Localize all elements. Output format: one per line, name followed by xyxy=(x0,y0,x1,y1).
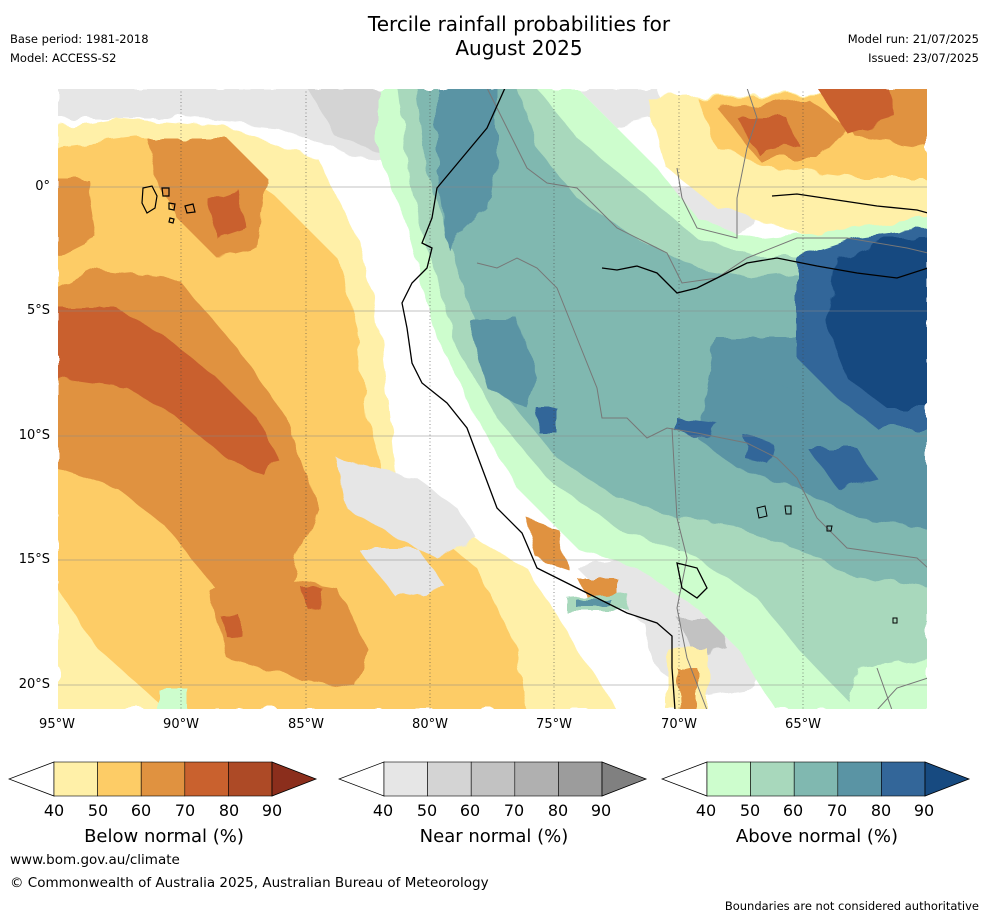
country-boundaries xyxy=(476,88,928,710)
below-tick: 40 xyxy=(43,801,65,820)
lat-label-10s: 10°S xyxy=(18,428,50,443)
colorbar-swatch xyxy=(53,761,98,797)
lon-label-75w: 75°W xyxy=(536,717,572,732)
colorbar-swatch xyxy=(837,761,882,797)
colorbar-swatch xyxy=(427,761,472,797)
galapagos-islands xyxy=(141,185,196,224)
colorbar-swatch xyxy=(881,761,926,797)
lat-label-20s: 20°S xyxy=(18,677,50,692)
below-normal-title: Below normal (%) xyxy=(84,826,244,847)
above-normal-colorbar xyxy=(661,761,971,797)
colorbar-swatch xyxy=(558,761,603,797)
lon-label-90w: 90°W xyxy=(163,717,199,732)
near-tick: 60 xyxy=(459,801,481,820)
probability-fill xyxy=(57,88,928,710)
title-line-1: Tercile rainfall probabilities for xyxy=(367,12,671,36)
boundary-disclaimer: Boundaries are not considered authoritat… xyxy=(724,899,979,913)
above-normal-title: Above normal (%) xyxy=(735,826,899,847)
issued-date: Issued: 23/07/2025 xyxy=(868,51,979,65)
coastline xyxy=(401,88,928,710)
lat-label-0: 0° xyxy=(35,179,50,194)
near-normal-title: Near normal (%) xyxy=(419,826,569,847)
lon-label-85w: 85°W xyxy=(288,717,324,732)
base-period: Base period: 1981-2018 xyxy=(10,32,149,46)
near-tick: 90 xyxy=(590,801,612,820)
lon-label-80w: 80°W xyxy=(412,717,448,732)
copyright-notice: © Commonwealth of Australia 2025, Austra… xyxy=(10,875,489,891)
colorbar-swatch xyxy=(97,761,142,797)
colorbar-lower-extension xyxy=(338,761,385,797)
model-run-date: Model run: 21/07/2025 xyxy=(847,32,979,46)
near-normal-colorbar xyxy=(338,761,648,797)
near-tick: 70 xyxy=(503,801,525,820)
lake-titicaca xyxy=(756,505,898,624)
colorbar-swatch xyxy=(140,761,186,797)
colorbar-lower-extension xyxy=(8,761,55,797)
below-tick: 60 xyxy=(130,801,152,820)
colorbar-swatch xyxy=(383,761,428,797)
above-tick: 60 xyxy=(782,801,804,820)
above-tick: 80 xyxy=(870,801,892,820)
model-name: Model: ACCESS-S2 xyxy=(10,51,117,65)
title-line-2: August 2025 xyxy=(455,36,583,60)
colorbar-upper-extension xyxy=(271,761,318,797)
below-tick: 90 xyxy=(261,801,283,820)
colorbar-swatch xyxy=(470,761,516,797)
above-tick: 90 xyxy=(913,801,935,820)
rainfall-probability-map xyxy=(57,88,928,710)
colorbar-upper-extension xyxy=(601,761,648,797)
map-title: Tercile rainfall probabilities for Augus… xyxy=(0,12,988,60)
colorbar-swatch xyxy=(793,761,839,797)
graticule xyxy=(57,88,928,710)
colorbar-swatch xyxy=(228,761,273,797)
colorbar-upper-extension xyxy=(924,761,971,797)
colorbar-swatch xyxy=(750,761,795,797)
below-tick: 80 xyxy=(218,801,240,820)
colorbar-swatch xyxy=(184,761,229,797)
near-tick: 40 xyxy=(372,801,394,820)
lon-label-65w: 65°W xyxy=(785,717,821,732)
below-tick: 50 xyxy=(87,801,109,820)
lat-label-5s: 5°S xyxy=(26,303,50,318)
below-normal-colorbar xyxy=(8,761,318,797)
website-link[interactable]: www.bom.gov.au/climate xyxy=(10,852,180,868)
near-tick: 50 xyxy=(416,801,438,820)
near-tick: 80 xyxy=(547,801,569,820)
colorbar-swatch xyxy=(706,761,751,797)
above-tick: 70 xyxy=(826,801,848,820)
below-tick: 70 xyxy=(174,801,196,820)
lon-label-70w: 70°W xyxy=(661,717,697,732)
lon-label-95w: 95°W xyxy=(39,717,75,732)
colorbar-lower-extension xyxy=(661,761,708,797)
lat-label-15s: 15°S xyxy=(18,552,50,567)
above-tick: 50 xyxy=(739,801,761,820)
colorbar-swatch xyxy=(514,761,559,797)
above-tick: 40 xyxy=(695,801,717,820)
